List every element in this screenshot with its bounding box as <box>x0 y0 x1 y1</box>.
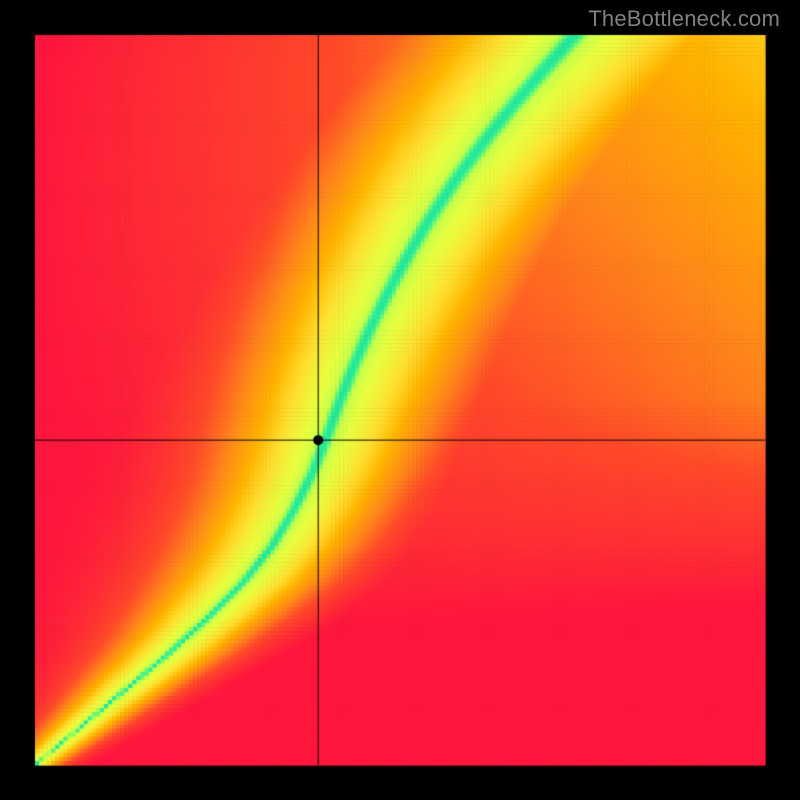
chart-container: TheBottleneck.com <box>0 0 800 800</box>
bottleneck-heatmap <box>0 0 800 800</box>
watermark-text: TheBottleneck.com <box>588 6 780 32</box>
